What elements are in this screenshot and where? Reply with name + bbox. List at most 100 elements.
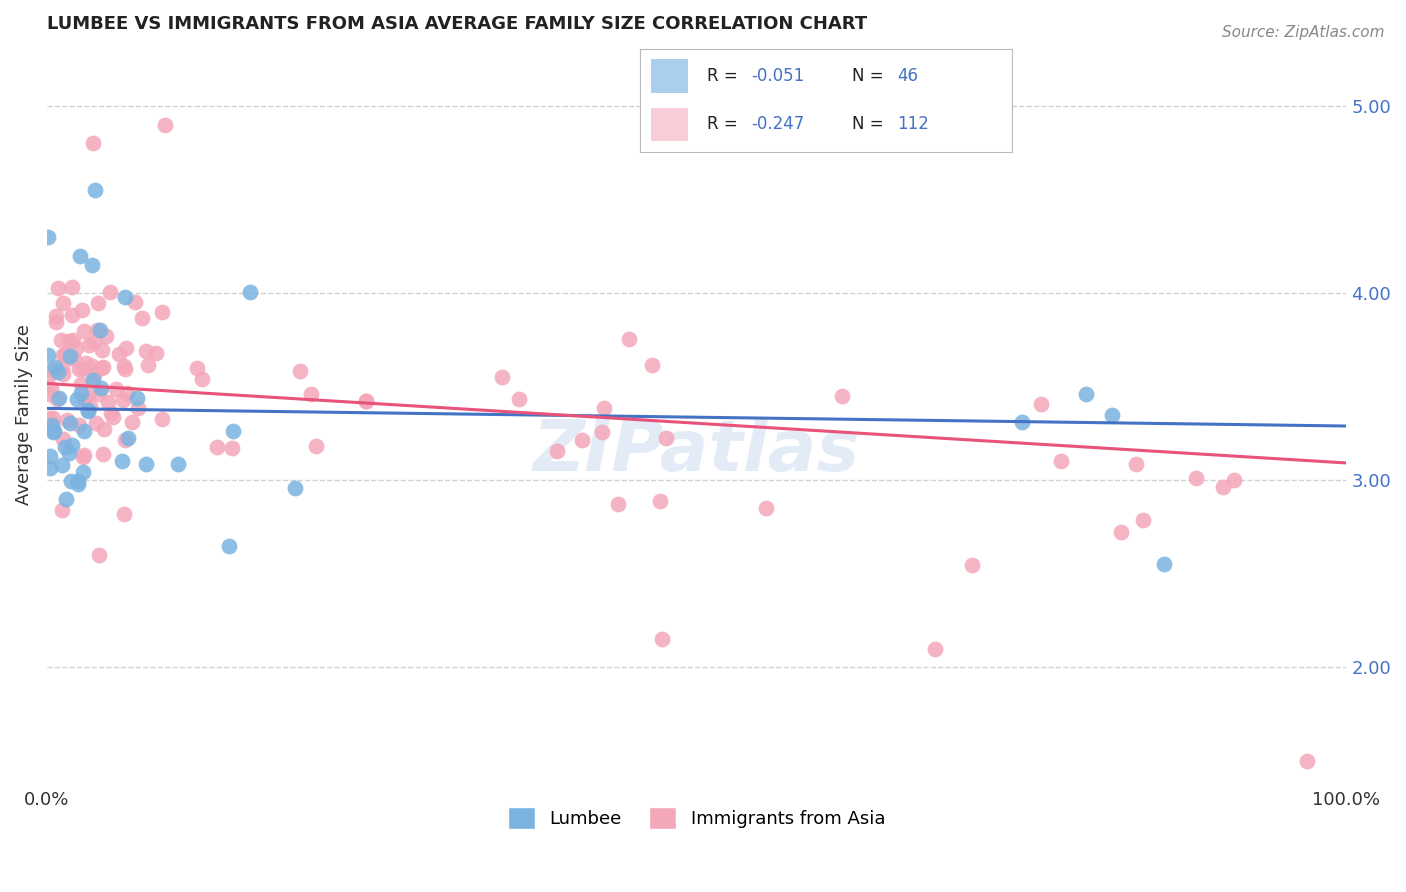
Point [46,365,69,379]
Point [354,393,377,408]
Point [97,395,120,409]
Point [66,476,89,491]
Point [45,315,67,329]
Point [51,458,73,472]
Point [89,323,111,337]
Point [38,368,60,383]
Point [221,441,243,455]
Point [77,386,100,401]
Point [1184,470,1206,484]
Point [1011,415,1033,429]
Point [87,549,110,563]
Point [73,324,96,338]
Point [52,367,75,381]
Text: N =: N = [852,115,889,134]
Point [59,416,82,430]
Point [59,474,82,488]
Point [86,323,108,337]
Point [76,403,98,417]
Point [38,411,60,425]
Point [135,457,157,471]
Point [117,431,139,445]
Point [56,413,79,427]
Point [55,491,77,506]
Point [191,372,214,386]
Point [82,359,104,373]
Point [79,399,101,413]
Point [91,447,114,461]
Point [58,334,80,349]
Point [38,386,60,401]
Point [83,183,105,197]
Point [65,341,87,355]
Point [136,358,159,372]
Point [1296,754,1319,768]
Point [72,450,94,465]
Point [167,458,190,472]
Point [83,368,105,382]
Point [145,346,167,360]
Point [60,438,83,452]
Point [655,431,678,445]
Point [62,333,84,347]
Point [1125,457,1147,471]
Point [831,389,853,403]
Point [60,280,83,294]
Point [222,424,245,438]
Point [45,310,67,324]
Point [52,295,75,310]
Point [491,370,513,384]
Point [1223,473,1246,487]
Point [108,347,131,361]
Point [115,386,138,401]
Point [1029,397,1052,411]
Point [1109,524,1132,539]
Point [1212,480,1234,494]
Point [70,303,93,318]
Point [73,392,96,407]
Point [90,381,112,395]
Text: 112: 112 [897,115,929,134]
Point [606,497,628,511]
Point [125,392,148,406]
Text: ZIPatlas: ZIPatlas [533,417,860,486]
Point [135,344,157,359]
Point [42,424,65,438]
Point [67,417,90,432]
Point [82,373,104,387]
Point [77,338,100,352]
Text: Source: ZipAtlas.com: Source: ZipAtlas.com [1222,25,1385,40]
Point [150,412,173,426]
Point [55,440,77,454]
FancyBboxPatch shape [651,108,688,141]
Point [42,425,65,439]
Text: R =: R = [707,115,742,134]
Point [51,362,73,376]
Point [131,310,153,325]
Point [53,348,76,362]
Point [299,387,322,401]
Point [1153,558,1175,572]
Point [127,401,149,416]
Point [73,424,96,438]
Y-axis label: Average Family Size: Average Family Size [15,325,32,505]
Point [121,416,143,430]
Point [52,348,75,362]
Point [90,343,112,357]
Text: N =: N = [852,67,889,86]
Point [591,425,613,439]
Point [1050,454,1073,468]
Point [100,406,122,420]
Point [593,401,616,416]
Point [207,440,229,454]
Point [284,481,307,495]
Point [124,295,146,310]
Point [186,361,208,376]
Point [46,281,69,295]
Point [641,359,664,373]
Point [80,258,103,272]
Text: -0.051: -0.051 [751,67,804,86]
Text: LUMBEE VS IMMIGRANTS FROM ASIA AVERAGE FAMILY SIZE CORRELATION CHART: LUMBEE VS IMMIGRANTS FROM ASIA AVERAGE F… [46,15,868,33]
Point [56,349,79,363]
Point [55,347,77,361]
